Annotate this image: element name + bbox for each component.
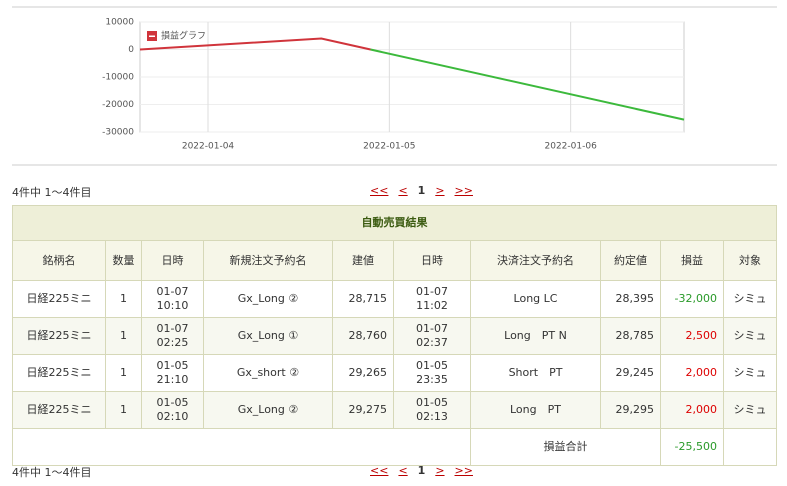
y-tick-label: -30000 — [102, 128, 134, 138]
y-tick-label: 10000 — [105, 18, 134, 28]
prev-link[interactable]: < — [398, 464, 408, 477]
pagination-summary: 4件中 1～4件目 — [12, 466, 92, 479]
last-link[interactable]: >> — [454, 184, 473, 197]
cell: 2,000 — [660, 354, 724, 392]
cell: 日経225ミニ — [12, 317, 106, 355]
cell: 29,275 — [332, 391, 394, 429]
cell: Long LC — [470, 280, 601, 318]
x-tick-label: 2022-01-04 — [182, 142, 235, 152]
header-row: 銘柄名 数量 日時 新規注文予約名 建値 日時 決済注文予約名 約定値 損益 対象 — [12, 240, 778, 281]
data-row: 日経225ミニ 1 01-07 10:10 Gx_Long ② 28,715 01-07 … — [12, 280, 778, 318]
legend-label: 損益グラフ — [161, 30, 206, 42]
cell: 01-07 11:02 — [393, 280, 471, 318]
data-row: 日経225ミニ 1 01-05 21:10 Gx_short ② 29,265 01-05… — [12, 354, 778, 392]
cell: シミュ — [722, 354, 778, 392]
cell: Short PT — [470, 354, 601, 392]
column-header: 日時 — [393, 240, 471, 281]
total-value: -25,500 — [660, 428, 724, 466]
cell: 1 — [105, 280, 142, 318]
cell: Long PT — [470, 391, 601, 429]
cell: 01-05 02:13 — [393, 391, 471, 429]
cell: 01-07 02:25 — [141, 317, 204, 355]
cell: 1 — [105, 317, 142, 355]
y-tick-label: 0 — [128, 45, 134, 55]
cell: Gx_Long ② — [203, 391, 333, 429]
cell: シミュ — [722, 280, 778, 318]
cell: 日経225ミニ — [12, 280, 106, 318]
legend: 損益グラフ — [147, 30, 206, 42]
cell: 2,500 — [660, 317, 724, 355]
column-header: 対象 — [722, 240, 778, 281]
current-page: 1 — [417, 464, 426, 477]
cell: 01-05 21:10 — [141, 354, 204, 392]
cell: 日経225ミニ — [12, 391, 106, 429]
y-tick-label: -20000 — [102, 100, 134, 110]
empty-cell — [12, 428, 471, 466]
cell: 1 — [105, 391, 142, 429]
next-link[interactable]: > — [435, 184, 445, 197]
prev-link[interactable]: < — [398, 184, 408, 197]
column-header: 決済注文予約名 — [470, 240, 601, 281]
total-label: 損益合計 — [470, 428, 661, 466]
cell: Long PT N — [470, 317, 601, 355]
cell: 28,760 — [332, 317, 394, 355]
pagination: << <1 > >> — [370, 184, 483, 197]
cell: 01-05 23:35 — [393, 354, 471, 392]
pagination-summary: 4件中 1～4件目 — [12, 186, 92, 199]
last-link[interactable]: >> — [454, 464, 473, 477]
cell: -32,000 — [660, 280, 724, 318]
cell: Gx_Long ① — [203, 317, 333, 355]
cell: Gx_short ② — [203, 354, 333, 392]
column-header: 銘柄名 — [12, 240, 106, 281]
cell: 01-07 10:10 — [141, 280, 204, 318]
results-table: 自動売買結果 銘柄名 数量 日時 新規注文予約名 建値 日時 決済注文予約名 約定値 損益 対象日… — [11, 205, 778, 466]
legend-icon-mark — [149, 35, 155, 37]
line — [139, 37, 685, 121]
column-header: 損益 — [660, 240, 724, 281]
cell: シミュ — [722, 317, 778, 355]
current-page: 1 — [417, 184, 426, 197]
cell: 29,245 — [600, 354, 661, 392]
first-link[interactable]: << — [370, 184, 389, 197]
cell: 01-05 02:10 — [141, 391, 204, 429]
column-header: 新規注文予約名 — [203, 240, 333, 281]
column-header: 日時 — [141, 240, 204, 281]
cell: 28,395 — [600, 280, 661, 318]
empty-cell — [722, 428, 778, 466]
x-tick-label: 2022-01-05 — [363, 142, 415, 152]
cell: 29,295 — [600, 391, 661, 429]
y-tick-label: -10000 — [102, 73, 134, 83]
column-header: 数量 — [105, 240, 142, 281]
column-header: 約定値 — [600, 240, 661, 281]
column-header: 建値 — [332, 240, 394, 281]
table-title: 自動売買結果 — [11, 205, 778, 241]
total-row: 損益合計 -25,500 — [12, 428, 778, 466]
data-row: 日経225ミニ 1 01-05 02:10 Gx_Long ② 29,275 01-05 … — [12, 391, 778, 429]
data-row: 日経225ミニ 1 01-07 02:25 Gx_Long ① 28,760 01-07 … — [12, 317, 778, 355]
cell: 28,715 — [332, 280, 394, 318]
cell: 2,000 — [660, 391, 724, 429]
chart: 10000 0 -10000 -20000 -30000 2022-01-04 2022-0… — [12, 6, 777, 166]
cell: 01-07 02:37 — [393, 317, 471, 355]
cell: シミュ — [722, 391, 778, 429]
first-link[interactable]: << — [370, 464, 389, 477]
cell: 1 — [105, 354, 142, 392]
cell: 28,785 — [600, 317, 661, 355]
next-link[interactable]: > — [435, 464, 445, 477]
pagination: << <1 > >> — [370, 464, 483, 477]
x-tick-label: 2022-01-06 — [545, 142, 598, 152]
cell: 29,265 — [332, 354, 394, 392]
cell: 日経225ミニ — [12, 354, 106, 392]
cell: Gx_Long ② — [203, 280, 333, 318]
